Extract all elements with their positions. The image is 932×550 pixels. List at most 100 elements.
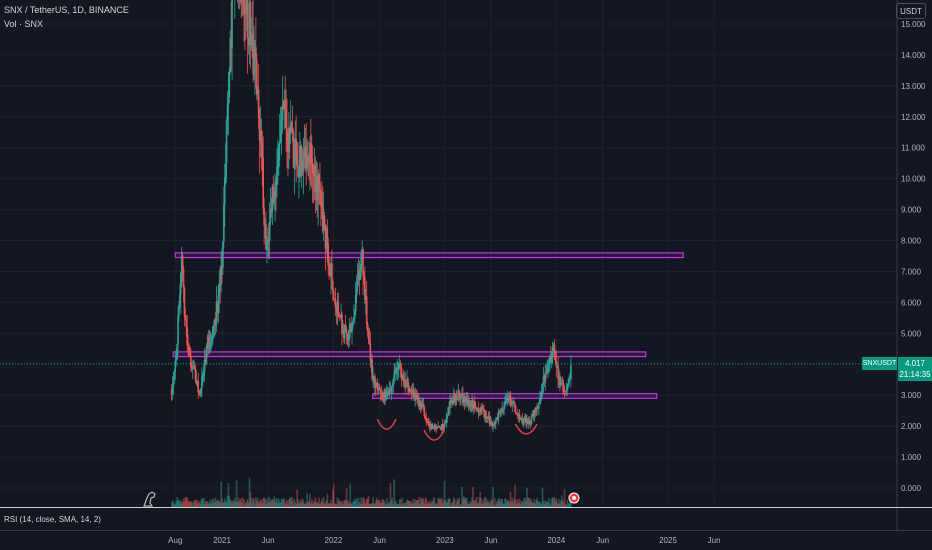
candle-body [208,336,210,347]
currency-button[interactable]: USDT [896,3,926,19]
candle-body [505,400,507,403]
volume-bar [517,499,519,507]
volume-bar [529,501,532,507]
volume-bar [298,502,300,507]
volume-bar [176,497,178,507]
candle-body [528,421,531,423]
volume-bar [521,500,524,507]
y-tick-label: 0.000 [901,484,922,493]
candle-body [315,175,318,193]
volume-bar [207,504,210,507]
volume-bar [368,503,371,507]
volume-bar [310,499,313,507]
volume-bar [520,501,523,507]
volume-bar [451,502,453,507]
candle-body [526,418,528,424]
candle-body [537,408,539,410]
volume-bar [555,498,558,507]
candle-body [348,330,351,341]
candle-body [429,425,431,430]
axes [0,0,932,531]
volume-bar [465,497,468,507]
candle-body [359,271,362,280]
volume-bar [199,504,201,507]
volume-bar [478,497,481,507]
volume-bar [474,499,477,507]
candle-body [427,421,429,423]
volume-bar [347,500,350,507]
candle-body [418,397,420,407]
candle-body [343,329,345,339]
volume-bar [274,501,276,507]
candle-body [249,2,252,45]
candle-body [382,397,384,401]
volume-bar [329,503,331,507]
candle-body [509,394,512,401]
volume-bar [345,488,348,507]
candle-body [379,389,382,393]
candle-body [484,416,487,419]
volume-bar [528,498,531,507]
candle-body [357,269,360,281]
candle-body [496,417,499,419]
volume-bar [267,501,270,507]
volume-bar [335,504,338,507]
volume-bar [283,498,286,507]
volume-bar [497,498,500,507]
volume-bar [251,502,254,507]
y-tick-label: 9.000 [901,206,922,215]
volume-bar [455,501,458,507]
volume-bar [386,503,389,507]
candle-body [422,403,425,407]
rsi-label[interactable]: RSI (14, close, SMA, 14, 2) [4,515,101,524]
candle-body [259,131,262,141]
candle-body [204,359,207,363]
candle-body [274,182,276,200]
volume-bar [253,499,255,507]
volume-bar [341,501,343,507]
volume-bar [509,491,512,507]
symbol-title[interactable]: SNX / TetherUS, 1D, BINANCE [4,5,129,15]
volume-bar [291,497,294,507]
volume-bar [492,487,494,507]
volume-bar [468,503,471,507]
volume-bar [223,498,226,507]
volume-bar [549,504,552,507]
candle-body [554,350,557,361]
candle-body [470,402,472,406]
y-tick-label: 11.000 [901,144,925,153]
candle-body [320,193,322,204]
volume-bar [196,503,199,507]
volume-bar [398,498,401,507]
candle-body [538,402,540,409]
candle-body [390,387,393,392]
candle-body [176,343,178,360]
candle-body [330,263,332,277]
volume-bar [538,501,541,507]
volume-bar [444,499,447,507]
volume-bar [504,498,506,507]
candle-body [280,119,283,133]
volume-bar [309,493,311,507]
volume-bar [366,498,369,507]
candle-body [521,417,524,424]
volume-bar [245,502,247,507]
volume-bar [340,502,342,507]
volume-bar [548,497,550,507]
candle-body [557,365,559,379]
candle-body [229,38,232,73]
candle-body [355,285,358,296]
candle-body [392,379,395,387]
candle-body [213,319,216,326]
candle-body [494,422,496,424]
dividend-flag-icon[interactable] [568,492,580,504]
x-tick-label: 2021 [213,536,231,545]
volume-bar [485,502,488,507]
volume-bar [530,499,533,507]
candle-body [258,118,261,141]
candle-body [192,365,195,369]
x-tick-label: Jun [596,536,609,545]
volume-bar [527,497,530,507]
volume-bar [427,501,429,507]
